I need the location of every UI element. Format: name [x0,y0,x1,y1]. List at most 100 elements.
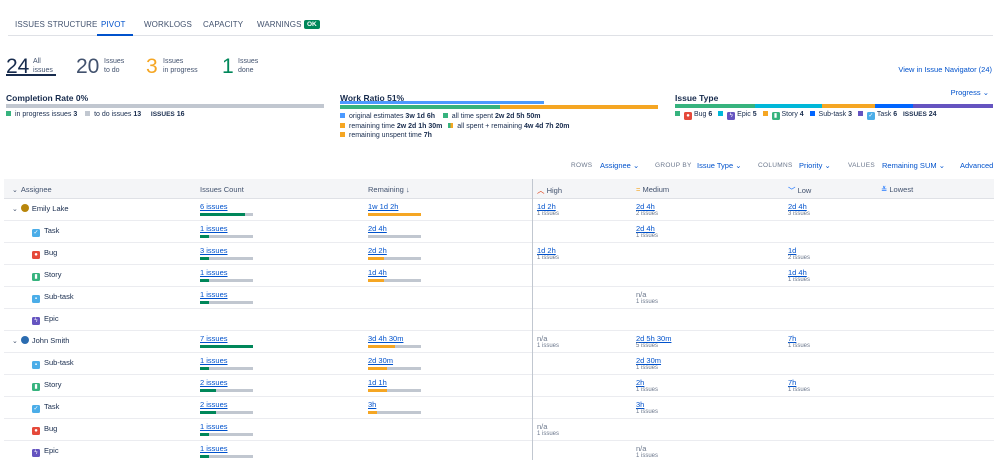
medium-value[interactable]: 2h [636,378,645,387]
counter-inprogress-label: Issues in progress [163,58,198,74]
issue-type-cell: ▮ Story [32,270,62,281]
tab-warnings[interactable]: WARNINGS [257,20,302,29]
header-medium[interactable]: = Medium [636,185,669,194]
legend-remaining-label: remaining time [349,122,395,130]
remaining-link[interactable]: 2d 2h [368,246,387,255]
sort-down-icon: ↓ [405,185,410,194]
remaining-link[interactable]: 2d 4h [368,224,387,233]
medium-value[interactable]: 2d 4h [636,202,655,211]
medium-value[interactable]: 2d 4h [636,224,655,233]
header-remaining[interactable]: Remaining ↓ [368,185,410,194]
issue-type-seg-1 [675,104,755,108]
header-lowest[interactable]: ≚ Lowest [881,185,913,194]
counter-done-number[interactable]: 1 [222,55,234,78]
header-lowest-label: Lowest [889,185,914,194]
issue-type-name: Sub-task [44,292,74,301]
table-row: ϟ Epic [4,309,994,331]
values-dropdown[interactable]: Remaining SUM ⌄ [882,161,945,170]
priority-medium-icon: = [636,185,641,194]
medium-value[interactable]: 3h [636,400,645,409]
avatar [20,204,29,212]
header-assignee[interactable]: ⌄ Assignee [12,185,52,194]
issues-count-link[interactable]: 1 issues [200,290,228,299]
high-value[interactable]: 1d 2h [537,246,556,255]
counter-todo-number[interactable]: 20 [76,55,100,78]
header-low[interactable]: ﹀ Low [788,185,811,196]
counter-all-number[interactable]: 24 [6,55,30,78]
columns-value: Priority [799,161,823,170]
low-value[interactable]: 2d 4h [788,202,807,211]
issue-type-name: Bug [44,424,58,433]
legend-story-label: Story [781,111,798,118]
table-row: ▮ Story 2 issues 1d 1h 2h 1 issues 7h 1 issues [4,375,994,397]
issues-count-link[interactable]: 3 issues [200,246,228,255]
header-high[interactable]: ︿ High [537,185,562,196]
tab-issues-structure[interactable]: ISSUES STRUCTURE [15,20,98,29]
work-ratio-legend: original estimates 3w 1d 6h all time spe… [340,112,570,141]
completion-bar [6,104,324,108]
low-value[interactable]: 7h [788,378,797,387]
medium-value[interactable]: 2d 5h 30m [636,334,672,343]
columns-dropdown[interactable]: Priority ⌄ [799,161,831,170]
table-row: ● Bug 3 issues 2d 2h 1d 2h 1 issues 1d 2 issues [4,243,994,265]
subtask-icon: ▪ [32,361,40,369]
priority-high-icon: ︿ [537,186,545,195]
task-icon: ✓ [32,229,40,237]
issues-count-link[interactable]: 1 issues [200,224,228,233]
view-in-navigator-link[interactable]: View in Issue Navigator (24) [898,65,992,74]
remaining-bar-fill [368,213,421,216]
issue-type-dropdown[interactable]: Progress ⌄ [951,88,989,97]
priority-lowest-icon: ≚ [881,185,888,194]
medium-count: 1 issues [636,299,659,305]
assignee-cell[interactable]: ⌄ Emily Lake [12,204,69,213]
advanced-link[interactable]: Advanced [960,161,994,170]
high-cell: 1d 2h 1 issues [537,246,559,262]
task-icon: ✓ [866,112,875,120]
assignee-cell[interactable]: ⌄ John Smith [12,336,69,345]
completion-title-text: Completion Rate [6,93,74,103]
rows-dropdown[interactable]: Assignee ⌄ [600,161,639,170]
legend-type-issues-label: ISSUES [902,111,927,118]
issues-count-link[interactable]: 1 issues [200,444,228,453]
counter-inprogress-number[interactable]: 3 [146,55,158,78]
issue-type-name: Task [44,402,60,411]
issues-count-link[interactable]: 1 issues [200,356,228,365]
medium-count: 1 issues [636,453,659,459]
issues-count-link[interactable]: 2 issues [200,400,228,409]
low-value[interactable]: 7h [788,334,797,343]
issue-type-cell: ▪ Sub-task [32,292,74,303]
medium-count: 1 issues [636,409,659,415]
remaining-link[interactable]: 2d 30m [368,356,394,365]
remaining-link[interactable]: 1d 4h [368,268,387,277]
group-by-dropdown[interactable]: Issue Type ⌄ [697,161,742,170]
low-value[interactable]: 1d [788,246,797,255]
completion-legend: in progress issues 3 to do issues 13 ISS… [6,111,185,118]
group-by-value: Issue Type [697,161,734,170]
issues-count-link[interactable]: 7 issues [200,334,228,343]
remaining-link[interactable]: 1w 1d 2h [368,202,399,211]
remaining-cell: 3d 4h 30m [368,334,421,348]
tab-capacity[interactable]: CAPACITY [203,20,244,29]
high-value[interactable]: 1d 2h [537,202,556,211]
remaining-link[interactable]: 3h [368,400,377,409]
issues-count-link[interactable]: 2 issues [200,378,228,387]
values-value: Remaining SUM [882,161,937,170]
issues-count-link[interactable]: 1 issues [200,422,228,431]
table-row: ϟ Epic 1 issues n/a 1 issues [4,441,994,460]
remaining-link[interactable]: 1d 1h [368,378,387,387]
issues-count-link[interactable]: 6 issues [200,202,228,211]
remaining-link[interactable]: 3d 4h 30m [368,334,404,343]
tab-pivot[interactable]: PIVOT [101,20,126,29]
low-value[interactable]: 1d 4h [788,268,807,277]
table-row: ▪ Sub-task 1 issues 2d 30m 2d 30m 1 issues [4,353,994,375]
issues-count-link[interactable]: 1 issues [200,268,228,277]
chevron-down-icon: ⌄ [735,161,742,170]
issue-type-cell: ϟ Epic [32,446,59,457]
header-issues-count[interactable]: Issues Count [200,185,244,194]
issues-count-bar [200,367,253,370]
medium-value[interactable]: 2d 30m [636,356,662,365]
legend-epic-swatch [718,111,724,116]
active-tab-indicator [97,34,133,36]
high-cell: n/a 1 issues [537,334,559,350]
tab-worklogs[interactable]: WORKLOGS [144,20,192,29]
